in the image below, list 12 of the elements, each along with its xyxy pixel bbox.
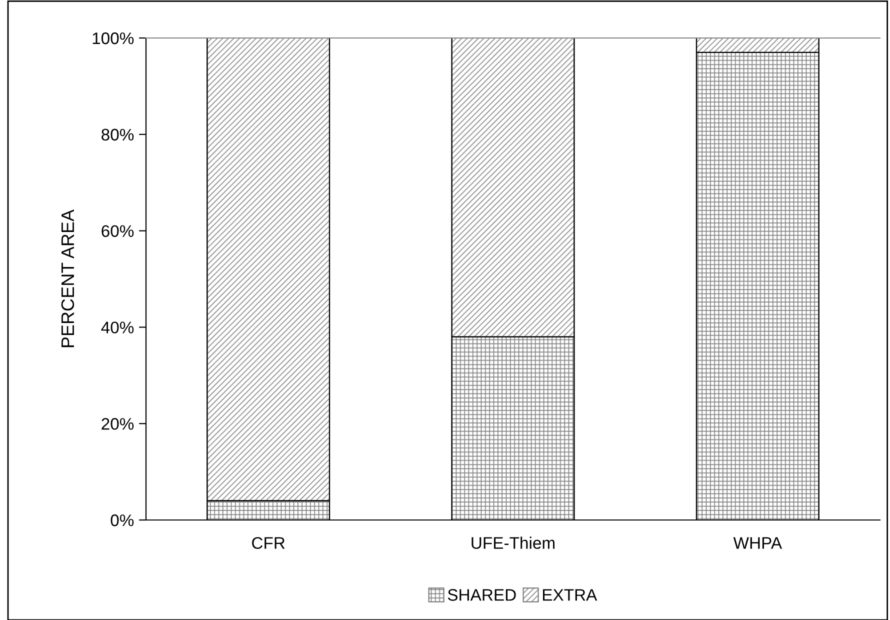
x-tick-label: CFR [252, 537, 285, 549]
y-tick-label: 80% [102, 128, 134, 141]
x-tick-label: WHPA [733, 537, 782, 549]
y-axis-title: PERCENT AREA [61, 209, 74, 348]
y-tick-label: 20% [102, 418, 134, 430]
y-tick-label: 60% [102, 225, 134, 238]
legend-label: SHARED [448, 589, 516, 601]
legend-label: EXTRA [542, 589, 598, 601]
x-tick-label: UFE-Thiem [472, 536, 554, 549]
y-tick-label: 40% [101, 322, 134, 334]
y-tick-label: 100% [92, 32, 134, 44]
y-tick-label: 0% [110, 514, 134, 526]
